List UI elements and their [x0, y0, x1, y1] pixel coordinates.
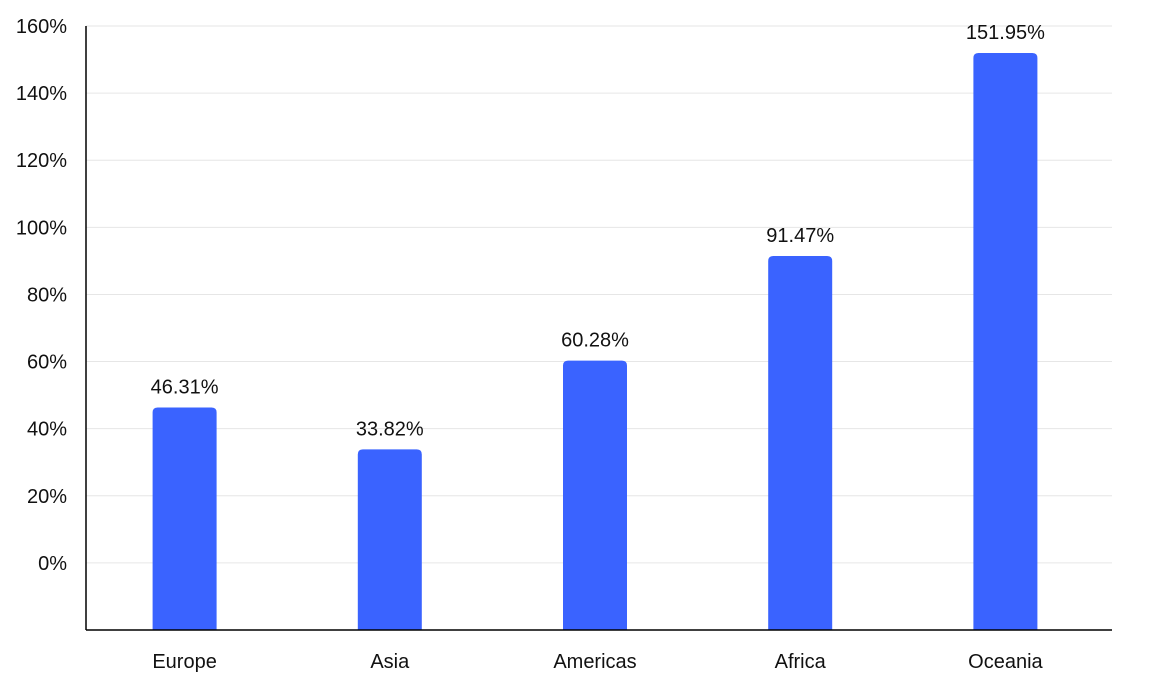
- bar-asia: [357, 449, 422, 630]
- x-category-label-americas: Americas: [553, 651, 636, 673]
- y-tick-label: 20%: [27, 486, 67, 508]
- x-category-label-europe: Europe: [152, 651, 217, 673]
- bar-europe: [152, 407, 217, 630]
- data-label-africa: 91.47%: [766, 225, 834, 247]
- data-labels: 46.31% 33.82% 60.28% 91.47% 151.95%: [151, 22, 1045, 440]
- x-axis-categories: Europe Asia Americas Africa Oceania: [152, 651, 1043, 673]
- data-label-europe: 46.31%: [151, 376, 219, 398]
- y-tick-label: 60%: [27, 352, 67, 374]
- data-label-asia: 33.82%: [356, 418, 424, 440]
- data-label-oceania: 151.95%: [966, 22, 1045, 44]
- data-label-americas: 60.28%: [561, 330, 629, 352]
- y-tick-label: 140%: [16, 83, 67, 105]
- y-tick-label: 80%: [27, 284, 67, 306]
- x-category-label-oceania: Oceania: [968, 651, 1043, 673]
- y-tick-label: 120%: [16, 150, 67, 172]
- y-tick-label: 0%: [38, 553, 67, 575]
- bar-africa: [768, 255, 833, 630]
- grid-layer: [86, 25, 1112, 564]
- y-tick-label: 160%: [16, 16, 67, 38]
- x-category-label-asia: Asia: [370, 651, 410, 673]
- bar-oceania: [973, 53, 1038, 631]
- bar-americas: [563, 360, 627, 630]
- x-category-label-africa: Africa: [775, 651, 827, 673]
- y-axis-ticks: 0% 20% 40% 60% 80% 100% 120% 140% 160%: [16, 16, 67, 575]
- bars: [152, 53, 1038, 631]
- y-tick-label: 100%: [16, 217, 67, 239]
- y-tick-label: 40%: [27, 419, 67, 441]
